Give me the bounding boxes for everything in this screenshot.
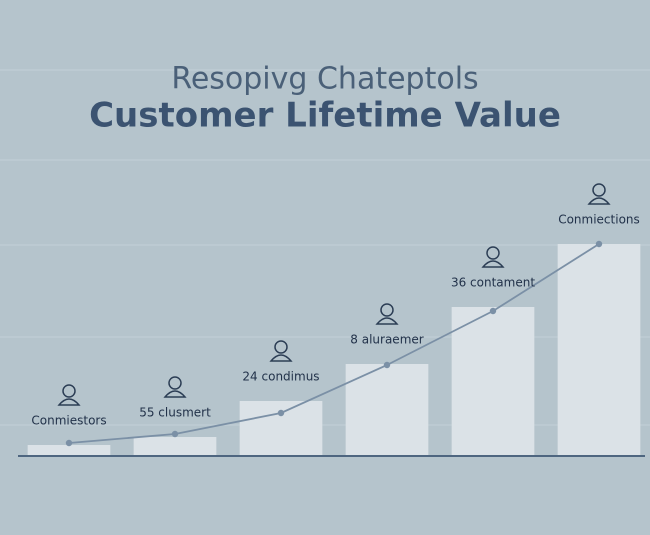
person-icon <box>592 183 606 197</box>
bar <box>451 307 535 456</box>
trend-point <box>595 240 603 248</box>
chart-subtitle: Resopivg Chateptols <box>171 62 478 97</box>
trend-point <box>489 307 497 315</box>
person-icon <box>168 376 182 390</box>
trend-point <box>383 361 391 369</box>
person-icon <box>486 246 500 260</box>
person-icon <box>274 340 288 354</box>
bar <box>27 445 111 456</box>
trend-point <box>171 430 179 438</box>
bar-label: 55 clusmert <box>139 406 211 420</box>
bar <box>239 401 323 456</box>
trend-point <box>65 439 73 447</box>
person-icon <box>163 390 187 398</box>
trend-line <box>68 243 600 444</box>
bar <box>345 364 429 456</box>
bar-label: 8 aluraemer <box>350 333 423 347</box>
person-icon <box>62 384 76 398</box>
bar-label: 36 contament <box>451 276 535 290</box>
bar-label: Conmiestors <box>31 414 106 428</box>
person-icon <box>57 398 81 406</box>
person-icon <box>375 317 399 325</box>
plot: Conmiestors 55 clusmert 24 condimus 8 alura… <box>27 183 641 456</box>
bar <box>557 244 641 456</box>
bar <box>133 437 217 456</box>
trend-point <box>277 409 285 417</box>
chart-title: Customer Lifetime Value <box>89 96 561 136</box>
bar-label: Conmiections <box>558 213 640 227</box>
bar-label: 24 condimus <box>242 370 319 384</box>
person-icon <box>269 354 293 362</box>
person-icon <box>380 303 394 317</box>
person-icon <box>587 197 611 205</box>
person-icon <box>481 260 505 268</box>
